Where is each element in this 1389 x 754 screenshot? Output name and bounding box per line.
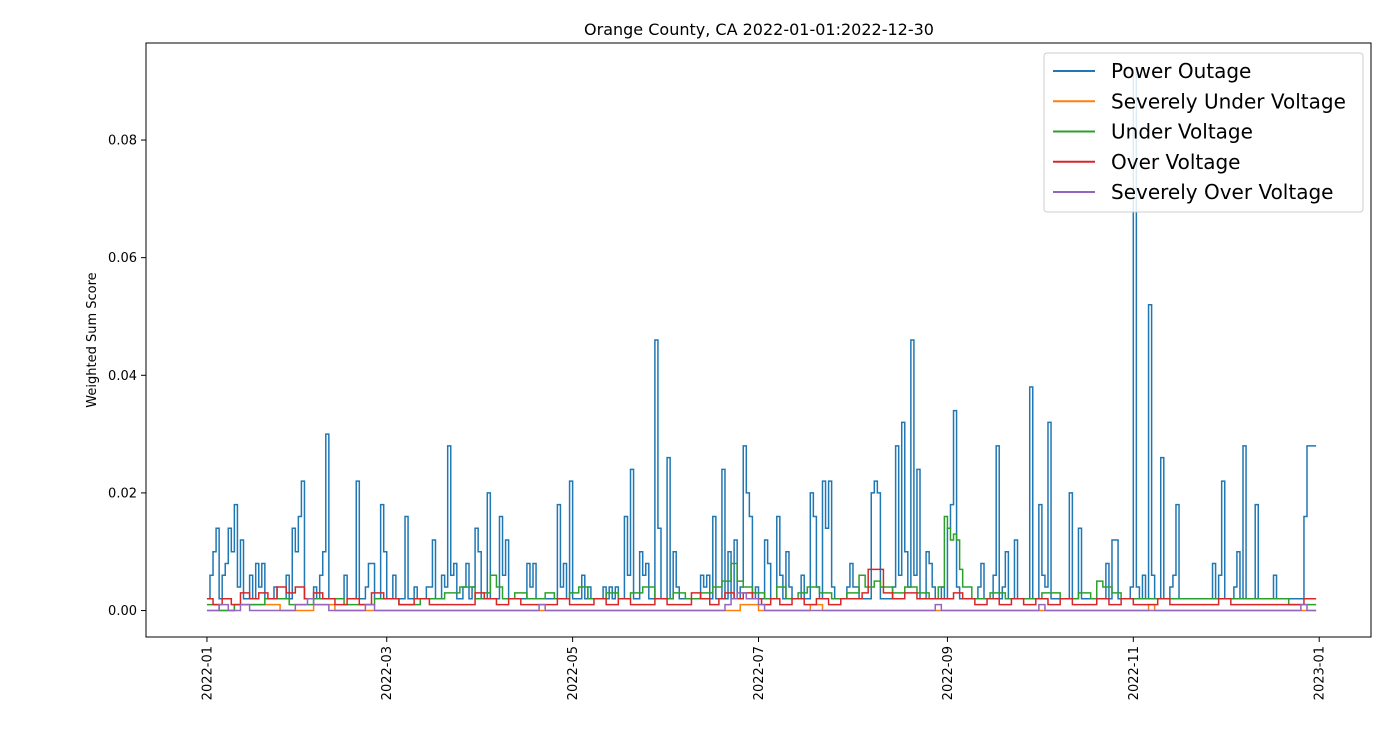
legend-label: Over Voltage bbox=[1111, 150, 1240, 174]
legend-label: Severely Over Voltage bbox=[1111, 180, 1333, 204]
x-tick-label: 2023-01 bbox=[1313, 646, 1328, 700]
x-tick-label: 2022-09 bbox=[941, 646, 956, 700]
y-tick-label: 0.04 bbox=[108, 369, 137, 384]
legend-label: Severely Under Voltage bbox=[1111, 89, 1346, 113]
y-tick-label: 0.08 bbox=[108, 134, 137, 149]
series-line-power-outage bbox=[206, 68, 1317, 600]
legend-label: Power Outage bbox=[1111, 59, 1251, 83]
chart-title: Orange County, CA 2022-01-01:2022-12-30 bbox=[584, 20, 934, 39]
y-axis-label: Weighted Sum Score bbox=[85, 272, 100, 407]
y-tick-label: 0.00 bbox=[108, 604, 137, 619]
legend: Power Outage Severely Under Voltage Under … bbox=[1043, 52, 1364, 213]
x-tick-label: 2022-01 bbox=[200, 646, 215, 700]
y-tick-label: 0.02 bbox=[108, 486, 137, 501]
x-tick-label: 2022-11 bbox=[1127, 646, 1142, 700]
legend-label: Under Voltage bbox=[1111, 120, 1253, 144]
series-layer bbox=[206, 68, 1317, 612]
x-tick-label: 2022-07 bbox=[752, 646, 767, 700]
legend-box bbox=[1043, 52, 1364, 213]
series-line-severely-over-voltage bbox=[206, 592, 1317, 612]
x-tick-label: 2022-05 bbox=[566, 646, 581, 700]
ticks-layer: 0.00 0.02 0.04 0.06 0.08 2022-01 2022-03 2022-0… bbox=[108, 134, 1328, 701]
x-tick-label: 2022-03 bbox=[380, 646, 395, 700]
y-tick-label: 0.06 bbox=[108, 251, 137, 266]
legend-items: Power Outage Severely Under Voltage Under … bbox=[1053, 59, 1346, 204]
series-line-severely-under-voltage bbox=[206, 603, 1317, 612]
